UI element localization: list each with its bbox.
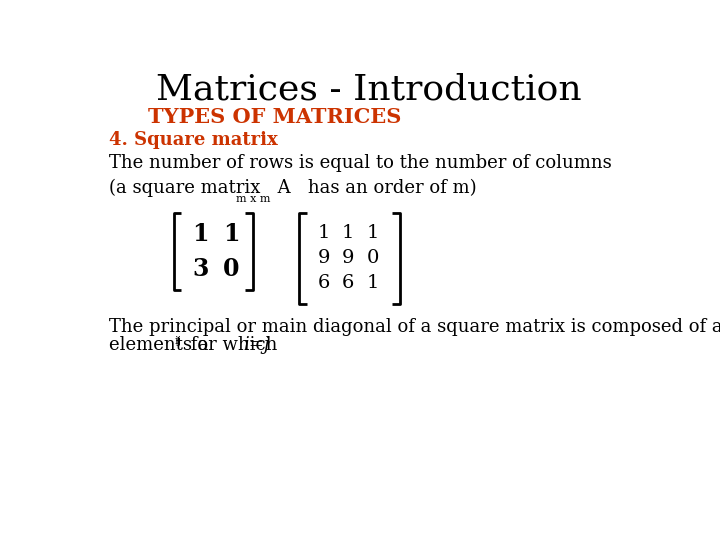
Text: ij: ij	[174, 335, 181, 346]
Text: (a square matrix   A   has an order of m): (a square matrix A has an order of m)	[109, 179, 477, 197]
Text: i=j: i=j	[243, 336, 270, 354]
Text: for which: for which	[184, 336, 283, 354]
Text: 1: 1	[192, 222, 209, 246]
Text: 1: 1	[366, 224, 379, 242]
Text: 0: 0	[222, 257, 239, 281]
Text: 6: 6	[318, 274, 330, 293]
Text: TYPES OF MATRICES: TYPES OF MATRICES	[148, 107, 402, 127]
Text: Matrices - Introduction: Matrices - Introduction	[156, 72, 582, 106]
Text: 9: 9	[342, 249, 354, 267]
Text: 0: 0	[366, 249, 379, 267]
Text: 9: 9	[318, 249, 330, 267]
Text: elements a: elements a	[109, 336, 209, 354]
Text: 1: 1	[318, 224, 330, 242]
Text: m x m: m x m	[235, 194, 270, 204]
Text: 6: 6	[342, 274, 354, 293]
Text: 1: 1	[222, 222, 239, 246]
Text: 3: 3	[193, 257, 209, 281]
Text: The principal or main diagonal of a square matrix is composed of all: The principal or main diagonal of a squa…	[109, 318, 720, 335]
Text: The number of rows is equal to the number of columns: The number of rows is equal to the numbe…	[109, 154, 612, 172]
Text: 1: 1	[342, 224, 354, 242]
Text: 4. Square matrix: 4. Square matrix	[109, 131, 278, 149]
Text: 1: 1	[366, 274, 379, 293]
